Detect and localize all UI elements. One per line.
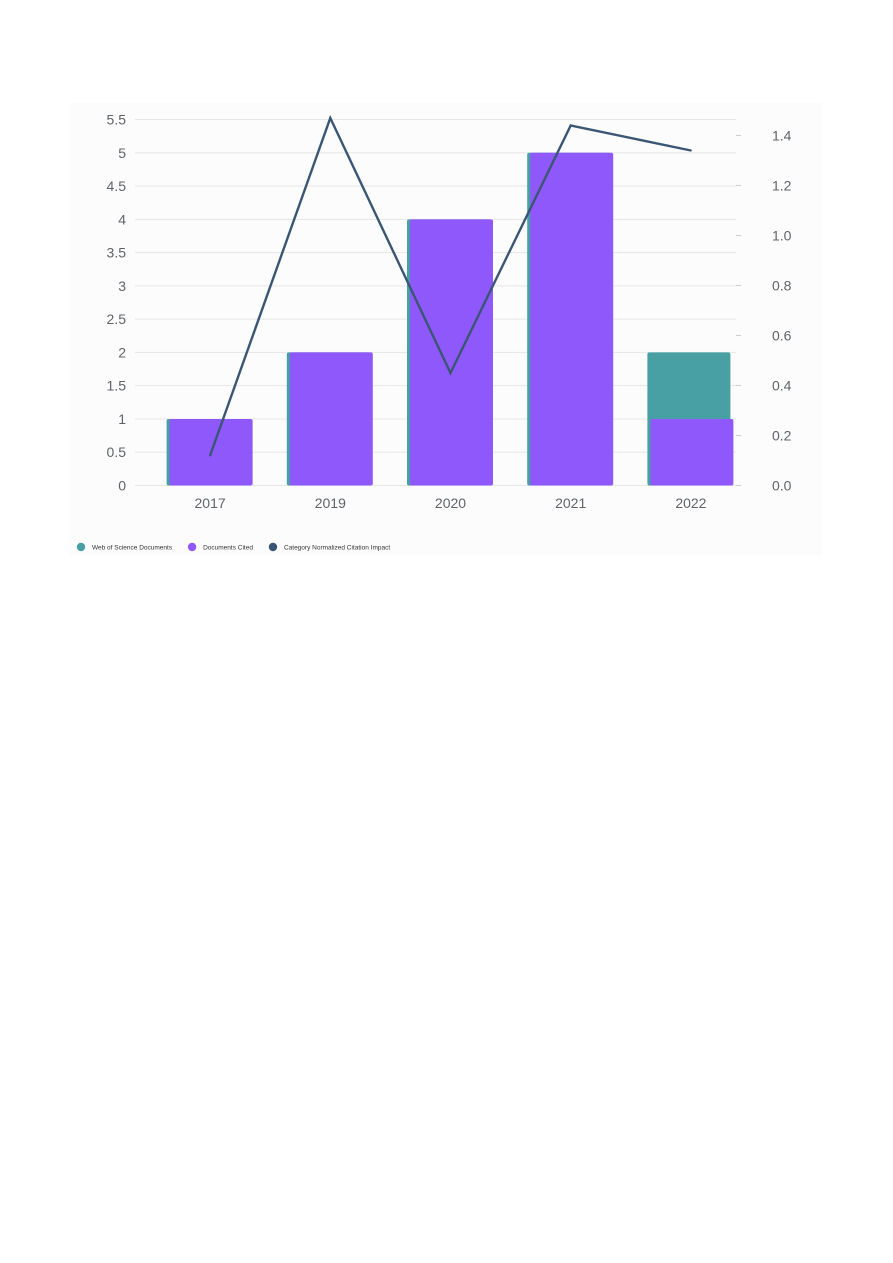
line-point xyxy=(689,149,692,152)
left-tick-label: 2.5 xyxy=(107,311,127,327)
bar-documents-cited xyxy=(289,352,373,486)
bar-documents-cited xyxy=(650,418,734,486)
right-tick-label: 1.4 xyxy=(772,128,792,144)
x-tick-label: 2019 xyxy=(315,495,346,511)
left-tick-label: 3.5 xyxy=(107,245,127,261)
legend-label-documents-cited: Documents Cited xyxy=(203,544,253,551)
x-tick-label: 2020 xyxy=(435,495,466,511)
left-tick-label: 0 xyxy=(118,478,126,494)
left-tick-label: 4.5 xyxy=(107,178,127,194)
right-tick-label: 1.2 xyxy=(772,178,792,194)
legend-marker-web-of-science-documents xyxy=(76,542,86,552)
right-tick-label: 0.0 xyxy=(772,478,792,494)
bar-documents-cited xyxy=(530,152,614,486)
left-y-axis: 0 0.5 1 1.5 2 2.5 3 3.5 4 4.5 5 5.5 xyxy=(107,112,127,494)
chart-card: 0 0.5 1 1.5 2 2.5 3 3.5 4 4.5 5 5.5 0.0 0.2 0.4 0.6 0.8… xyxy=(70,103,822,555)
line-point xyxy=(569,124,572,127)
bar-documents-cited xyxy=(410,219,493,486)
legend-label-category-normalized-citation-impact: Category Normalized Citation Impact xyxy=(284,544,390,551)
left-tick-label: 5.5 xyxy=(107,112,127,128)
legend: Web of Science Documents Documents Cited C… xyxy=(76,542,390,552)
right-tick-label: 0.2 xyxy=(772,428,792,444)
right-tick-label: 0.8 xyxy=(772,278,792,294)
left-tick-label: 0.5 xyxy=(107,444,127,460)
right-y-axis: 0.0 0.2 0.4 0.6 0.8 1.0 1.2 1.4 xyxy=(736,128,792,494)
right-tick-label: 1.0 xyxy=(772,228,792,244)
line-series xyxy=(208,114,692,457)
left-tick-label: 2 xyxy=(118,344,126,360)
left-tick-label: 4 xyxy=(118,211,126,227)
line-point xyxy=(449,372,452,374)
x-tick-label: 2017 xyxy=(195,495,226,511)
x-tick-label: 2022 xyxy=(675,495,706,511)
left-tick-label: 3 xyxy=(118,278,126,294)
x-tick-label: 2021 xyxy=(555,495,586,511)
legend-marker-category-normalized-citation-impact xyxy=(268,542,278,552)
right-tick-label: 0.6 xyxy=(772,328,792,344)
left-tick-label: 5 xyxy=(118,145,126,161)
legend-label-web-of-science-documents: Web of Science Documents xyxy=(92,544,173,551)
line-point xyxy=(329,117,332,119)
x-axis: 2017 2019 2020 2021 2022 xyxy=(195,495,707,511)
right-tick-label: 0.4 xyxy=(772,378,792,394)
combo-chart: 0 0.5 1 1.5 2 2.5 3 3.5 4 4.5 5 5.5 0.0 0.2 0.4 0.6 0.8… xyxy=(76,112,792,552)
line-point xyxy=(209,454,212,457)
left-tick-label: 1 xyxy=(118,411,126,427)
legend-marker-documents-cited xyxy=(187,542,197,552)
left-tick-label: 1.5 xyxy=(107,378,127,394)
